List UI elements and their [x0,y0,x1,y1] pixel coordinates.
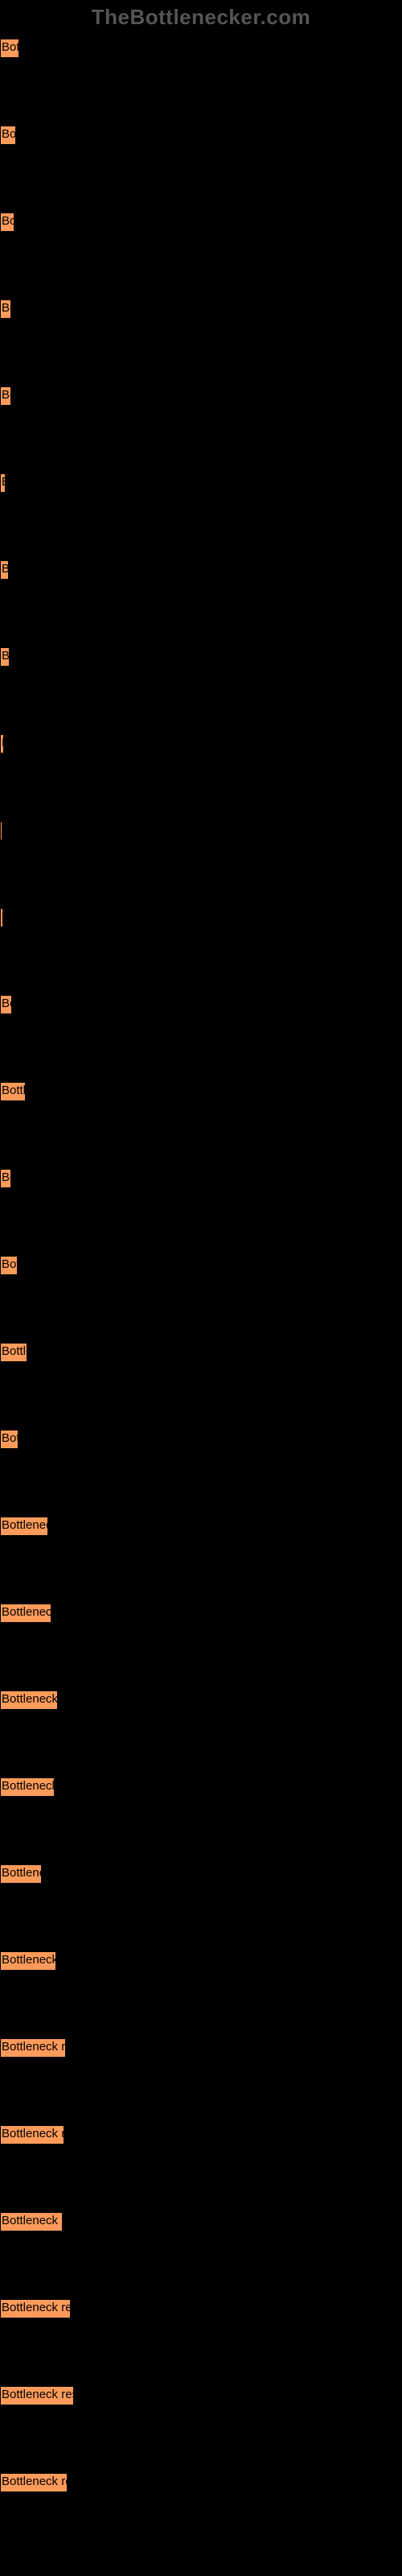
bar-row: Bottleneck result [0,372,402,420]
bar [0,473,6,493]
bar-row: Bottleneck result [0,198,402,246]
bar-row: Bottleneck result [0,1763,402,1811]
bar-chart: Bottleneck result Bottleneck result Bottle… [0,24,402,2507]
bar [0,1082,26,1101]
bar [0,2125,64,2145]
bar-row: Bottleneck result [0,1589,402,1637]
bar-row: Bottleneck result [0,720,402,768]
bar-row: Bottleneck result [0,633,402,681]
bar [0,1951,56,1971]
bar [0,2386,74,2405]
bar-row: Bottleneck result [0,1850,402,1898]
bar [0,1690,58,1710]
bar-row: Bottleneck result [0,1415,402,1463]
bar-row: Bottleneck result [0,1676,402,1724]
bar [0,1777,55,1797]
bar-row: Bottleneck result [0,2285,402,2333]
bar [0,1517,48,1536]
bar [0,2038,66,2058]
bar [0,1604,51,1623]
bar [0,734,4,753]
bar [0,1430,18,1449]
bar-row: Bottleneck result [0,1154,402,1203]
bar-row: Bottleneck result [0,2372,402,2420]
bar-row: Bottleneck result [0,2198,402,2246]
bar [0,647,10,667]
bar-row: Bottleneck result [0,285,402,333]
bar [0,821,2,840]
bar-row: Bottleneck result [0,111,402,159]
bar-row: Bottleneck result [0,1241,402,1290]
bar [0,1169,11,1188]
bar-row: Bottleneck result [0,1067,402,1116]
bar [0,1256,18,1275]
bar [0,39,19,58]
bar [0,1864,42,1884]
bar [0,299,11,319]
bar-row: Bottleneck result [0,2111,402,2159]
bar-row: Bottleneck result [0,459,402,507]
bar [0,213,14,232]
bar [0,560,9,580]
bar [0,386,11,406]
bar-row: Bottleneck result [0,894,402,942]
bar-row: Bottleneck result [0,1502,402,1550]
bar [0,2473,68,2492]
bar [0,908,3,927]
bar-row: Bottleneck result [0,546,402,594]
bar-row: Bottleneck result [0,2458,402,2507]
bar [0,2299,71,2318]
bar [0,995,12,1014]
bar-row: Bottleneck result [0,1328,402,1377]
bar [0,1343,27,1362]
bar [0,2212,63,2231]
bar [0,126,16,145]
bar-row: Bottleneck result [0,980,402,1029]
bar-row: Bottleneck result [0,1937,402,1985]
bar-row: Bottleneck result [0,807,402,855]
bar-row: Bottleneck result [0,2024,402,2072]
bar-row: Bottleneck result [0,24,402,72]
